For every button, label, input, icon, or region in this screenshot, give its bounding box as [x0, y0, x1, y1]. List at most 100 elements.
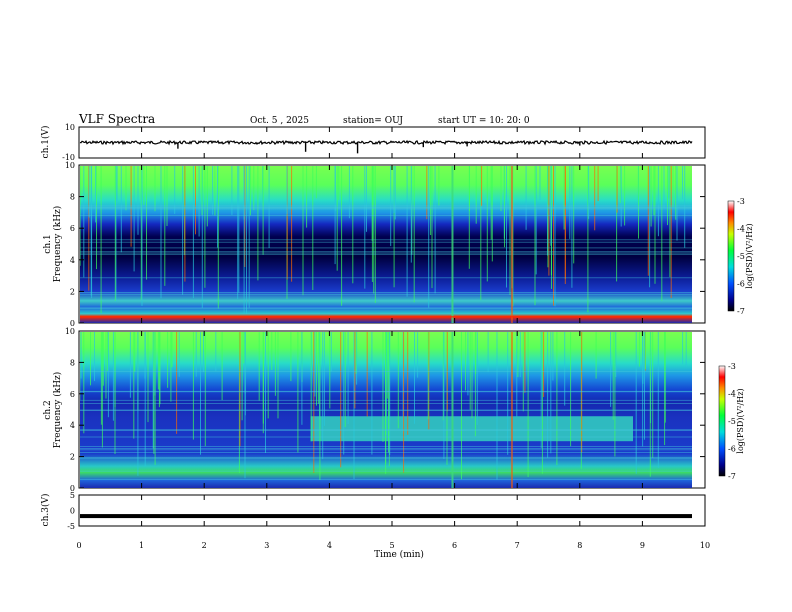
spec2-lines-streak-132	[385, 332, 387, 474]
spec2-lines-streak-6	[159, 332, 161, 405]
spec1-lines-hline-1	[80, 206, 692, 208]
spec2-lines-streak-red	[510, 332, 513, 488]
spec1-lines-streak-77	[83, 166, 85, 278]
spec2-lines-hline-9	[80, 449, 692, 451]
spec1-lines-streak-101	[125, 166, 127, 211]
spec1-lines-streak-50	[164, 166, 166, 286]
spec2-lines-streak-79	[144, 332, 146, 467]
spec1-lines-streak-46	[661, 166, 663, 301]
spec2-lines-streak-104	[102, 332, 104, 386]
spec2-lines-streak-106	[570, 332, 572, 447]
spec1-lines-streak-93	[253, 166, 255, 211]
spec1-yticks-label-2: 4	[70, 256, 75, 265]
spec1-lines-streak-146	[486, 166, 488, 282]
ch1-colorbar: -3 -4 -5 -6 -7 log(PSD)(V²/Hz)	[727, 197, 754, 316]
spec2-lines-streak-144	[682, 332, 684, 365]
spec2-lines-streak-84	[313, 332, 315, 473]
spec1-lines-streak-red	[510, 166, 513, 323]
ch1-ylabel: ch.1(V)	[40, 126, 51, 159]
spec2-yticks-label-5: 10	[65, 327, 75, 336]
ch3-ytick-2: -5	[67, 522, 75, 531]
x-tick-label-10: 10	[700, 541, 710, 550]
spec1-lines-streak-98	[475, 166, 477, 224]
spec2-lines-streak-148	[310, 332, 312, 442]
spec2-lines-streak-50	[152, 332, 154, 449]
spec2-lines-streak-78	[154, 332, 156, 465]
spec2-lines-streak-147	[83, 332, 85, 434]
spec1-lines-streak-134	[201, 166, 203, 215]
spec2-lines-streak-123	[547, 332, 549, 458]
cbar2-ticks-label-3: -6	[728, 445, 736, 454]
spec2-lines-streak-31	[519, 332, 521, 378]
ch3-waveform-panel: 5 0 -5 ch.3(V)	[40, 491, 706, 531]
spec2-lines-streak-89	[271, 332, 273, 370]
spec2-lines-streak-72	[428, 332, 430, 430]
spec1-lines-streak-118	[535, 166, 537, 275]
spec1-lines-hline-12	[80, 247, 692, 249]
x-tick-label-1: 1	[139, 541, 144, 550]
spec1-lines-streak-52	[428, 166, 430, 308]
spec1-lines-hline-7	[80, 215, 692, 216]
spec2-lines-streak-130	[541, 332, 543, 474]
ch3-ytick-0: 5	[70, 491, 75, 500]
spec1-lines-streak-72	[130, 166, 132, 247]
spec2-lines-streak-52	[476, 332, 478, 425]
spec2-lines-streak-142	[595, 332, 597, 379]
spec2-lines-streak-85	[403, 332, 405, 473]
spec2-lines-streak-95	[475, 332, 477, 374]
spec1-lines-streak-20	[554, 166, 556, 307]
spec2-lines-hline-13	[80, 436, 692, 438]
ch3-ylabel: ch.3(V)	[40, 494, 51, 527]
cbar1-ticks-label-0: -3	[737, 197, 745, 206]
spec1-lines-hline-14	[80, 205, 692, 207]
spec2-lines-streak-83	[215, 332, 217, 372]
spec1-yticks-label-4: 8	[70, 193, 75, 202]
spec1-lines-streak-66	[88, 166, 90, 218]
spec1-lines-streak-126	[249, 166, 251, 216]
ch2-colorbar-ticks: -3 -4 -5 -6 -7	[728, 362, 736, 481]
spec1-lines-streak-88	[624, 166, 626, 226]
spec2-yticks-label-4: 8	[70, 358, 75, 367]
spec1-lines-streak-85	[563, 166, 565, 230]
spec2-lines-streak-30	[100, 332, 102, 425]
spec2-lines-streak-77	[516, 332, 518, 417]
spec1-lines-streak-145	[262, 166, 264, 255]
spec1-lines-streak-79	[374, 166, 376, 303]
spec2-yticks-label-1: 2	[70, 453, 75, 462]
spec2-lines-streak-54	[610, 332, 612, 407]
spec2-lines-streak-27	[170, 332, 172, 402]
spec1-lines-streak-138	[548, 166, 550, 276]
spec2-lines-streak-37	[167, 332, 169, 388]
spec1-lines-streak-6	[672, 166, 674, 208]
spec1-lines-streak-70	[212, 166, 214, 215]
spec1-lines-streak-92	[286, 166, 288, 215]
ch1-colorbar-scale	[727, 200, 735, 312]
spec1-lines-streak-12	[669, 166, 671, 278]
spec2-lines-streak-35	[354, 332, 356, 409]
spec1-lines-streak-78	[573, 166, 575, 264]
spec1-lines-streak-130	[468, 166, 470, 269]
spec2-lines-streak-9	[316, 332, 317, 406]
spec1-lines-streak-5	[480, 166, 482, 301]
spec1-lines-streak-113	[569, 166, 571, 239]
spec2-lines-streak-34	[442, 332, 444, 421]
spec2-lines-streak-12	[178, 332, 180, 377]
spec2-lines-streak-46	[664, 332, 666, 423]
spec1-lines-streak-76	[653, 166, 655, 216]
spec2-lines-streak-60	[527, 332, 529, 477]
spec1-lines-streak-135	[248, 166, 250, 308]
ch2-spectrogram-ylabel-channel: ch.2	[43, 400, 53, 419]
spec1-lines-streak-57	[667, 166, 668, 226]
spec2-lines-streak-20	[347, 332, 349, 425]
ch2-colorbar-scale	[718, 365, 726, 477]
start-time-label: start UT = 10: 20: 0	[438, 116, 530, 126]
spec1-lines-streak-111	[620, 166, 622, 227]
spec1-lines-streak-38	[140, 166, 142, 301]
ch2-spectrogram-streaks	[80, 332, 692, 488]
spec2-lines-streak-64	[382, 332, 384, 442]
spec1-lines-streak-96	[201, 166, 203, 308]
spec2-lines-streak-59	[153, 332, 155, 454]
spec2-lines-streak-98	[644, 332, 646, 370]
spec2-lines-streak-40	[465, 332, 466, 391]
